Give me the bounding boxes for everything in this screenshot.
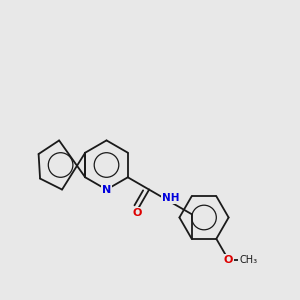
Text: O: O — [132, 208, 142, 218]
Text: NH: NH — [162, 193, 179, 203]
Text: CH₃: CH₃ — [239, 255, 257, 265]
Text: N: N — [102, 184, 111, 195]
Text: O: O — [224, 255, 233, 265]
